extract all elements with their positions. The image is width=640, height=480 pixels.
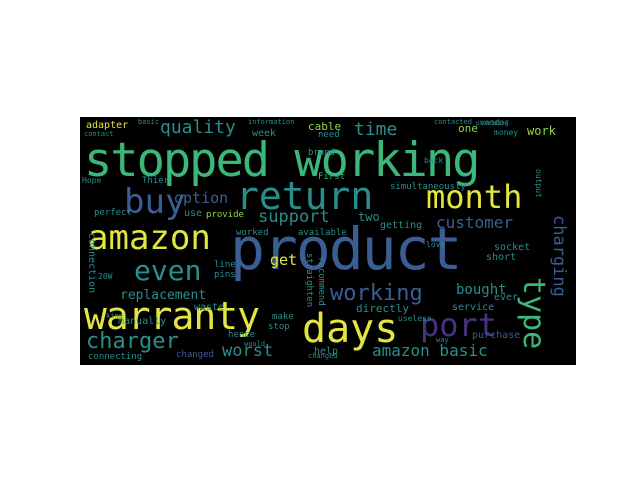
word-thier: Thier bbox=[142, 176, 170, 186]
word-20w: 20W bbox=[98, 272, 113, 281]
word-changed-small: changed bbox=[308, 352, 338, 360]
word-month: month bbox=[426, 178, 523, 216]
word-amazon: amazon bbox=[88, 218, 211, 258]
word-socket: socket bbox=[494, 242, 531, 253]
word-pins: pins bbox=[214, 270, 236, 280]
word-charging: charging bbox=[549, 215, 569, 297]
word-service: service bbox=[452, 302, 495, 313]
word-buy: buy bbox=[124, 182, 186, 222]
word-cloud: stopped working product return warranty … bbox=[80, 117, 576, 365]
word-directly: directly bbox=[356, 302, 409, 315]
word-waste: waste bbox=[194, 302, 225, 313]
word-days: days bbox=[302, 306, 399, 352]
word-two: two bbox=[358, 210, 380, 224]
word-replacement: replacement bbox=[120, 288, 207, 303]
word-getting: getting bbox=[380, 220, 423, 231]
word-product: product bbox=[230, 215, 462, 283]
word-amazon-basic: amazon basic bbox=[372, 341, 488, 360]
word-need: need bbox=[318, 130, 340, 140]
word-simultaneously: simultaneously bbox=[390, 182, 466, 192]
word-charger: charger bbox=[86, 329, 179, 354]
word-available: available bbox=[298, 228, 347, 238]
word-recommend: recommend bbox=[316, 257, 326, 306]
word-warranty: warranty bbox=[84, 294, 260, 338]
word-worst: worst bbox=[222, 341, 274, 361]
word-get: get bbox=[270, 251, 298, 269]
word-customer: customer bbox=[436, 213, 514, 232]
word-straighten: straighten bbox=[304, 253, 314, 308]
word-port: port bbox=[420, 306, 498, 344]
word-connection: connection bbox=[86, 233, 97, 294]
word-brand: brand bbox=[308, 148, 336, 158]
word-stop: stop bbox=[268, 322, 290, 332]
word-stopped-working: stopped working bbox=[84, 133, 480, 188]
word-adapter: adapter bbox=[86, 120, 129, 131]
word-information: information bbox=[248, 118, 295, 126]
word-option: option bbox=[174, 189, 229, 207]
word-back: back bbox=[424, 156, 444, 165]
word-use: use bbox=[184, 208, 203, 219]
word-hope: Hope bbox=[82, 176, 102, 185]
word-connecting: connecting bbox=[88, 352, 143, 362]
word-one: one bbox=[458, 122, 478, 135]
word-manually: manually bbox=[118, 316, 167, 327]
word-week: week bbox=[252, 128, 277, 139]
word-time: time bbox=[354, 119, 398, 140]
word-would: would bbox=[244, 340, 266, 348]
word-useless: useless bbox=[398, 314, 432, 323]
word-cable: cable bbox=[308, 120, 342, 133]
word-way: way bbox=[436, 336, 449, 344]
word-help: help bbox=[314, 346, 339, 357]
word-short: short bbox=[486, 252, 517, 263]
word-love: love bbox=[426, 240, 446, 249]
word-type: type bbox=[516, 277, 551, 350]
word-ever: ever bbox=[494, 292, 519, 303]
word-worked: worked bbox=[236, 228, 269, 238]
word-hence: hence bbox=[228, 330, 256, 340]
word-changed: changed bbox=[176, 350, 214, 360]
word-provide: provide bbox=[206, 210, 244, 220]
word-make: make bbox=[272, 312, 294, 322]
word-working: working bbox=[330, 281, 423, 306]
word-basic: basic bbox=[138, 118, 160, 126]
word-vendor: vendor bbox=[480, 118, 509, 127]
word-providing: providing bbox=[476, 120, 509, 127]
word-contact: contact bbox=[84, 130, 114, 138]
word-perfect: perfect bbox=[94, 208, 132, 218]
word-output: output bbox=[534, 169, 543, 198]
word-quality: quality bbox=[160, 117, 236, 138]
word-work: work bbox=[527, 124, 556, 138]
word-contacted: contacted bbox=[434, 118, 472, 126]
word-even: even bbox=[134, 254, 202, 287]
word-first: First bbox=[318, 172, 346, 182]
word-support: support bbox=[258, 207, 330, 227]
word-money: money bbox=[494, 128, 519, 137]
word-purchase: purchase bbox=[472, 330, 521, 341]
word-bought: bought bbox=[456, 282, 507, 298]
word-return: return bbox=[236, 174, 374, 218]
word-kind: kind bbox=[106, 312, 123, 320]
word-line: line bbox=[214, 260, 236, 270]
